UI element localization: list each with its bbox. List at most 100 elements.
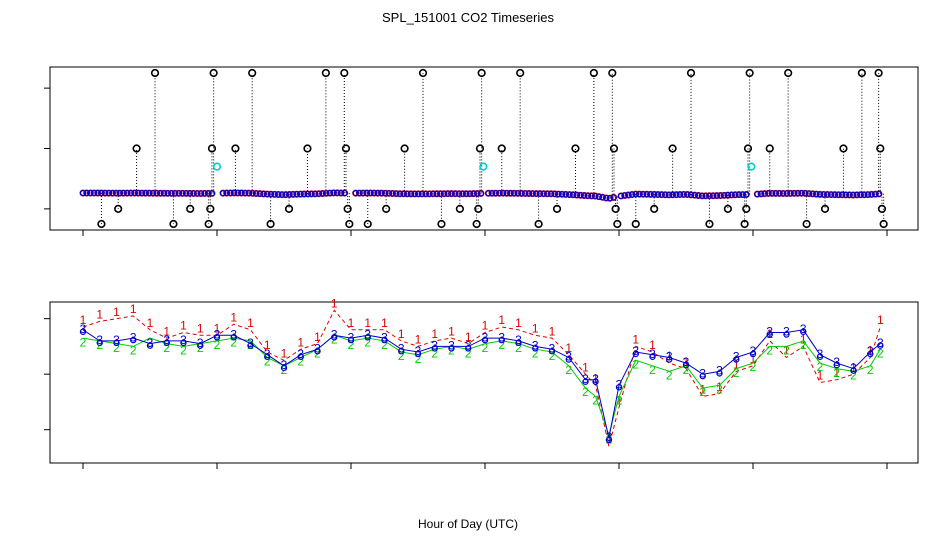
outlier-point (345, 219, 354, 229)
series-marker: 2 (180, 344, 187, 358)
data-point (323, 190, 330, 197)
series-marker: 2 (431, 346, 438, 360)
data-point (90, 189, 98, 197)
data-point (278, 191, 286, 198)
outlier-point (284, 204, 294, 213)
data-point (112, 189, 120, 197)
data-point (297, 190, 304, 198)
data-point (398, 347, 405, 355)
data-point (605, 436, 613, 444)
data-point (684, 191, 691, 198)
outlier-point (879, 219, 888, 229)
data-point (496, 189, 503, 197)
data-point (286, 191, 293, 198)
data-point (654, 191, 662, 198)
series-marker: 1 (465, 330, 472, 344)
data-point (595, 193, 603, 200)
data-point (208, 190, 216, 197)
outlier-point (150, 68, 160, 78)
data-point (857, 191, 864, 198)
data-point (175, 190, 183, 197)
data-point (838, 191, 846, 198)
data-point (533, 190, 540, 197)
outlier-point (248, 68, 257, 78)
data-point (381, 189, 389, 197)
outlier-point (114, 204, 123, 213)
data-point (356, 189, 363, 197)
series-marker: 1 (431, 327, 438, 341)
data-point (474, 190, 481, 197)
data-point (779, 190, 787, 197)
data-point (702, 192, 709, 200)
outlier-point (705, 219, 714, 229)
data-point (757, 190, 765, 198)
data-point (849, 191, 857, 199)
series-marker: 2 (498, 338, 505, 352)
data-point (606, 195, 614, 202)
data-point (190, 190, 197, 197)
data-point (271, 191, 278, 198)
series-marker: 1 (180, 319, 187, 333)
series-marker: 1 (632, 333, 639, 347)
outlier-point (497, 144, 506, 153)
data-point (566, 191, 573, 198)
data-point (766, 331, 773, 338)
data-point (168, 190, 175, 197)
data-point (639, 191, 647, 198)
chart-title: SPL_151001 CO2 Timeseries (382, 10, 554, 25)
data-point (573, 191, 580, 199)
outlier-point (631, 219, 640, 229)
data-point (249, 190, 256, 197)
data-point (275, 191, 282, 198)
data-point (665, 191, 673, 199)
data-point (716, 370, 723, 377)
data-point (197, 190, 205, 197)
series-marker: 2 (415, 352, 422, 366)
data-point (592, 192, 599, 200)
outlier-point (363, 219, 372, 229)
data-point (407, 190, 415, 198)
data-point (164, 190, 171, 197)
series-marker: 1 (666, 349, 673, 363)
data-point (765, 190, 772, 197)
data-point (518, 190, 525, 197)
outlier-point (207, 144, 217, 153)
series-marker: 2 (264, 355, 271, 369)
data-point (83, 189, 90, 197)
outlier-point (437, 219, 446, 229)
data-point (171, 190, 179, 197)
series-marker: 2 (398, 349, 405, 363)
data-point (138, 189, 146, 197)
data-point (227, 189, 234, 197)
outlier-point (455, 204, 464, 213)
data-point (448, 190, 455, 197)
data-point (846, 191, 853, 199)
data-point (492, 190, 499, 197)
data-point (739, 191, 746, 198)
data-point (749, 350, 757, 358)
data-point (680, 191, 687, 198)
series-marker: 1 (549, 324, 556, 338)
data-point (101, 189, 109, 197)
data-point (470, 190, 477, 197)
data-point (444, 190, 452, 197)
outlier-point (340, 68, 349, 78)
data-point (186, 190, 194, 197)
data-point (105, 189, 112, 197)
data-point (628, 191, 636, 198)
data-point (264, 353, 271, 360)
data-point (393, 190, 400, 197)
data-point (503, 190, 510, 197)
data-point (245, 189, 253, 197)
series-marker: 2 (733, 366, 740, 380)
outlier-point (877, 204, 887, 213)
outlier-point (186, 204, 195, 213)
outlier-point (97, 219, 106, 229)
series-marker: 1 (699, 383, 706, 397)
series-marker: 1 (398, 327, 405, 341)
data-point (754, 190, 761, 198)
data-point (127, 189, 135, 197)
series-marker: 1 (163, 324, 170, 338)
data-point (389, 190, 396, 197)
data-point (364, 334, 371, 341)
